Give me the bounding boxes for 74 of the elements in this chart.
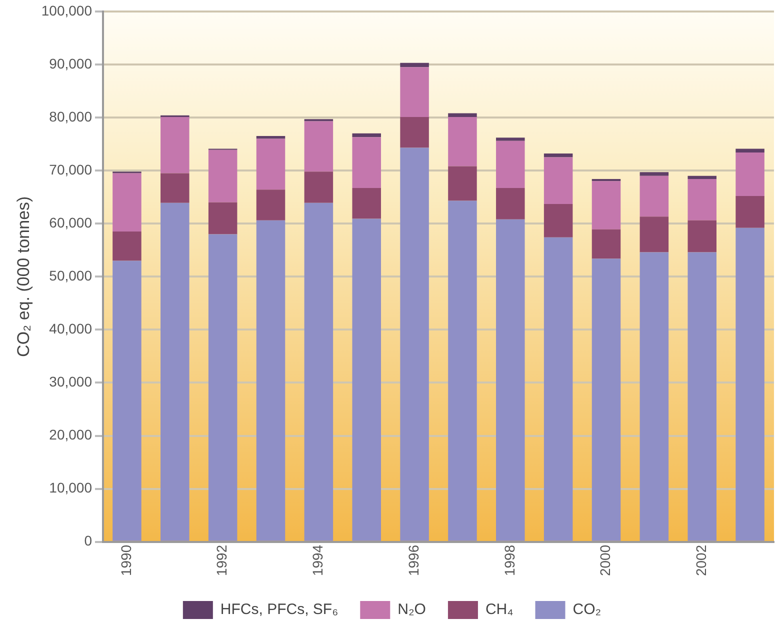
y-tick-label: 70,000 bbox=[49, 161, 92, 178]
bar bbox=[400, 67, 429, 117]
bar bbox=[640, 176, 669, 217]
y-tick-label: 0 bbox=[84, 532, 92, 549]
bar bbox=[496, 188, 525, 220]
bar bbox=[208, 234, 238, 541]
bar bbox=[304, 202, 334, 541]
y-axis-title: CO₂ eq. (000 tonnes) bbox=[14, 196, 33, 357]
bar bbox=[304, 172, 334, 203]
bar bbox=[544, 204, 573, 238]
bar bbox=[592, 229, 621, 259]
bar bbox=[304, 121, 334, 172]
y-tick-label: 40,000 bbox=[49, 320, 92, 337]
bar bbox=[592, 181, 621, 230]
y-tick-label: 10,000 bbox=[49, 480, 92, 496]
bar bbox=[736, 152, 764, 196]
x-tick-label: 1996 bbox=[405, 544, 422, 576]
bar bbox=[544, 237, 573, 541]
legend-label: CH₄ bbox=[485, 601, 514, 618]
bar bbox=[448, 113, 477, 117]
y-tick-label: 30,000 bbox=[49, 374, 92, 390]
bar bbox=[544, 154, 573, 158]
y-tick-label: 80,000 bbox=[49, 108, 92, 124]
bar bbox=[448, 166, 477, 201]
y-tick-label: 90,000 bbox=[49, 55, 92, 72]
bar bbox=[688, 252, 716, 541]
legend-label: HFCs, PFCs, SF₆ bbox=[220, 601, 338, 618]
bar bbox=[400, 62, 429, 68]
bar bbox=[352, 218, 381, 541]
bar bbox=[352, 133, 381, 138]
bar bbox=[688, 220, 716, 252]
bar bbox=[400, 116, 429, 148]
bar bbox=[496, 140, 525, 188]
bar bbox=[592, 258, 621, 541]
legend-label: N₂O bbox=[398, 601, 426, 618]
bar bbox=[400, 148, 429, 541]
x-tick-label: 2000 bbox=[597, 544, 614, 576]
bar bbox=[256, 136, 286, 139]
bar bbox=[688, 179, 716, 220]
y-tick-label: 60,000 bbox=[49, 214, 92, 230]
x-tick-label: 2002 bbox=[692, 544, 709, 576]
bar bbox=[160, 116, 190, 174]
bar bbox=[640, 172, 669, 176]
bar bbox=[640, 216, 669, 252]
bar bbox=[112, 232, 142, 261]
bar bbox=[640, 252, 669, 541]
bar bbox=[112, 260, 142, 541]
bar bbox=[688, 176, 716, 180]
bar bbox=[736, 148, 764, 152]
x-tick-label: 1998 bbox=[501, 544, 518, 576]
bar bbox=[544, 157, 573, 204]
y-tick-label: 50,000 bbox=[49, 267, 92, 284]
x-tick-label: 1992 bbox=[214, 544, 230, 576]
bar bbox=[256, 190, 286, 220]
bar bbox=[208, 202, 238, 234]
bar bbox=[736, 196, 764, 228]
bar bbox=[496, 138, 525, 141]
y-tick-label: 20,000 bbox=[49, 426, 92, 443]
bar bbox=[160, 202, 190, 541]
x-tick-label: 1990 bbox=[118, 544, 134, 576]
bar bbox=[496, 219, 525, 541]
bar bbox=[448, 200, 477, 541]
bar bbox=[448, 116, 477, 166]
bar bbox=[160, 173, 190, 203]
y-tick-label: 100,000 bbox=[41, 2, 92, 18]
bar bbox=[208, 150, 238, 202]
legend-label: CO₂ bbox=[572, 601, 602, 618]
bar bbox=[736, 228, 764, 541]
bar bbox=[112, 173, 142, 232]
bar bbox=[256, 138, 286, 190]
bar bbox=[256, 220, 286, 541]
bar bbox=[352, 137, 381, 188]
bar bbox=[352, 188, 381, 219]
x-tick-label: 1994 bbox=[310, 544, 326, 576]
